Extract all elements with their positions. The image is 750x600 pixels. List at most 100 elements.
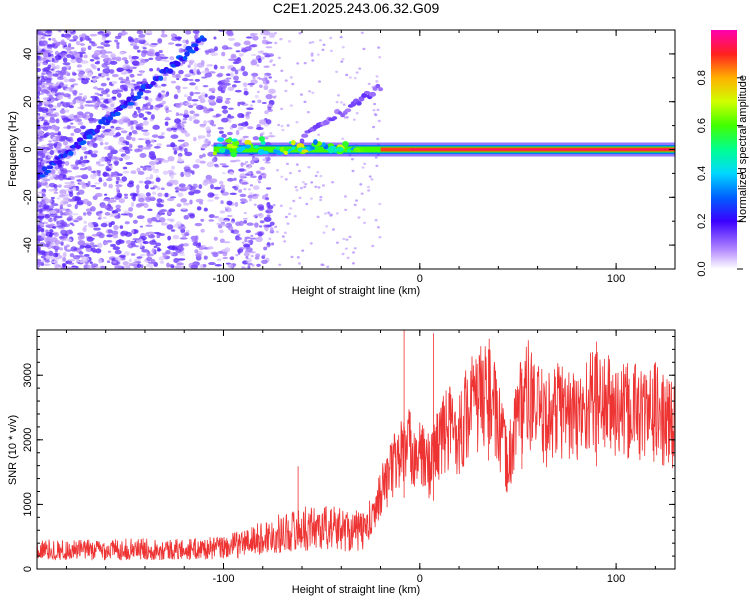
noise-cell (44, 243, 50, 248)
noise-cell (138, 180, 144, 184)
noise-cell (206, 132, 211, 138)
weak-trace (299, 83, 384, 144)
noise-cell (249, 84, 253, 88)
noise-cell (134, 258, 142, 263)
noise-cell (346, 256, 350, 260)
noise-cell (49, 132, 56, 136)
noise-cell (252, 193, 256, 197)
noise-cell (41, 200, 46, 205)
noise-cell (43, 121, 50, 126)
noise-cell (319, 195, 323, 199)
noise-cell (147, 217, 153, 223)
noise-cell (345, 73, 349, 77)
noise-cell (131, 243, 137, 248)
noise-cell (137, 145, 144, 149)
noise-cell (219, 229, 224, 234)
noise-cell (114, 56, 122, 61)
noise-cell (62, 57, 68, 63)
noise-cell (247, 188, 251, 191)
trace-cell (67, 150, 74, 156)
noise-cell (284, 178, 288, 181)
noise-cell (261, 259, 268, 265)
noise-cell (47, 107, 54, 114)
noise-cell (253, 214, 257, 218)
noise-cell (153, 159, 160, 163)
noise-cell (155, 214, 161, 220)
noise-cell (310, 54, 314, 57)
noise-cell (193, 62, 198, 69)
noise-cell (50, 196, 55, 200)
noise-cell (60, 52, 66, 58)
noise-cell (106, 93, 110, 98)
trace-cell (184, 51, 190, 57)
noise-cell (98, 97, 106, 100)
noise-cell (125, 135, 132, 141)
noise-cell (245, 36, 253, 39)
noise-cell (242, 135, 249, 139)
colorbar-tick-label: 0.6 (696, 118, 708, 133)
noise-cell (287, 212, 291, 216)
noise-cell (156, 67, 160, 72)
noise-cell (175, 186, 180, 192)
noise-cell (79, 43, 86, 46)
noise-cell (137, 171, 145, 175)
noise-cell (42, 97, 50, 101)
noise-cell (127, 243, 132, 248)
noise-cell (61, 262, 67, 268)
noise-cell (153, 145, 161, 149)
noise-cell (58, 194, 66, 198)
y-tick-label: -20 (22, 189, 34, 205)
noise-cell (224, 207, 232, 213)
noise-cell (227, 226, 234, 231)
noise-cell (66, 217, 72, 222)
noise-cell (132, 237, 141, 241)
trace-cell (150, 80, 156, 86)
noise-cell (283, 231, 287, 235)
noise-cell (268, 76, 272, 79)
noise-cell (53, 216, 57, 222)
noise-cell (67, 43, 72, 48)
noise-cell (72, 99, 77, 105)
noise-cell (138, 197, 145, 203)
noise-cell (41, 260, 45, 263)
noise-cell (258, 180, 262, 184)
noise-cell (133, 45, 140, 50)
noise-cell (218, 130, 224, 134)
noise-cell (106, 178, 113, 182)
noise-cell (42, 263, 51, 266)
y-tick-label: 1000 (22, 492, 34, 516)
noise-cell (62, 251, 67, 258)
noise-cell (58, 184, 62, 188)
noise-cell (42, 100, 49, 105)
trace-cell (190, 43, 198, 48)
noise-cell (68, 78, 76, 83)
noise-cell (254, 232, 258, 236)
noise-cell (52, 252, 59, 258)
noise-cell (169, 196, 177, 199)
noise-cell (91, 43, 98, 47)
trace-cell (301, 133, 309, 138)
noise-cell (37, 209, 44, 213)
noise-cell (207, 151, 215, 157)
noise-cell (301, 180, 305, 184)
noise-cell (331, 228, 335, 231)
noise-cell (277, 123, 281, 127)
noise-cell (158, 248, 162, 252)
noise-cell (207, 192, 215, 198)
noise-cell (75, 160, 80, 166)
noise-cell (165, 250, 171, 255)
noise-cell (115, 256, 122, 262)
noise-cell (60, 115, 67, 118)
noise-cell (92, 150, 99, 154)
carrier-blob (275, 146, 280, 151)
noise-cell (226, 214, 233, 218)
noise-cell (137, 138, 145, 141)
trace-cell (134, 95, 142, 100)
noise-cell (164, 121, 169, 127)
noise-cell (155, 55, 163, 62)
noise-cell (165, 109, 173, 113)
noise-cell (378, 236, 382, 239)
trace-cell (94, 128, 100, 134)
noise-cell (84, 35, 90, 41)
noise-cell (262, 52, 269, 56)
